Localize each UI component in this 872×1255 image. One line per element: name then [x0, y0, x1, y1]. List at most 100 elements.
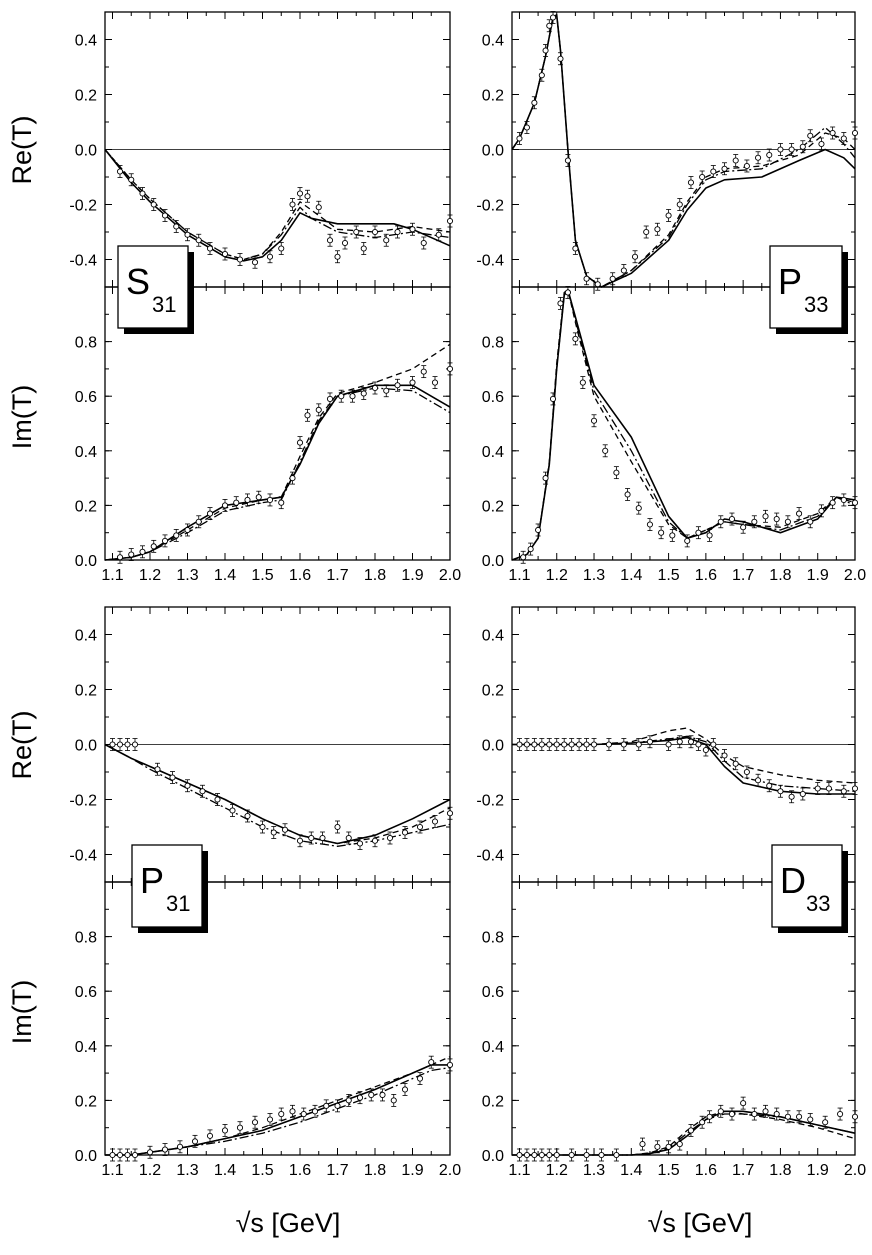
x-tick-label: 1.2	[546, 567, 568, 584]
re-data-point	[296, 837, 304, 844]
im-data-point	[669, 532, 676, 539]
im-data-point	[728, 1111, 736, 1118]
wave-letter: D	[780, 860, 806, 901]
re-data-point	[687, 179, 695, 186]
im-data-point	[613, 469, 620, 476]
im-data-point	[356, 1094, 364, 1101]
re-data-point	[236, 256, 244, 263]
re-curve-solid	[104, 149, 451, 262]
re-data-point	[687, 738, 695, 745]
re-data-point	[576, 741, 583, 748]
im-data-point	[549, 395, 557, 402]
im-data-point	[368, 1091, 375, 1098]
re-data-point	[814, 785, 821, 792]
re-data-point	[549, 14, 557, 21]
re-data-point	[710, 168, 717, 175]
re-data-point	[799, 790, 806, 798]
im-data-point	[383, 387, 390, 394]
x-tick-label: 1.2	[139, 567, 161, 584]
x-tick-label: 1.5	[251, 1162, 273, 1179]
im-data-point	[116, 1151, 124, 1159]
x-tick-label: 1.4	[620, 1162, 642, 1179]
y-tick-label: 0.8	[482, 930, 504, 947]
y-tick-label: 0.2	[482, 1093, 504, 1110]
im-data-point	[807, 518, 814, 525]
re-data-point	[702, 746, 709, 754]
y-tick-label: 0.0	[482, 553, 504, 570]
re-data-point	[319, 834, 326, 842]
re-data-point	[356, 840, 364, 847]
im-data-point	[146, 1149, 154, 1156]
im-data-point	[233, 499, 240, 506]
im-data-point	[206, 1132, 214, 1139]
re-data-point	[371, 228, 379, 236]
re-data-point	[221, 250, 229, 258]
y-tick-label: 0.4	[75, 1039, 97, 1056]
x-axis-title-right: √s [GeV]	[648, 1208, 753, 1238]
partial-wave-label-3: D33	[771, 844, 848, 933]
y-tick-label: 0.6	[482, 984, 504, 1001]
y-tick-label: 0.4	[482, 1039, 504, 1056]
y-tick-label: 0.6	[482, 389, 504, 406]
x-tick-label: 2.0	[439, 1162, 461, 1179]
im-data-point	[553, 1151, 560, 1159]
im-data-point	[431, 379, 439, 386]
re-data-point	[516, 741, 523, 748]
x-tick-label: 1.5	[251, 567, 273, 584]
re-data-point	[334, 823, 341, 831]
re-data-point	[523, 124, 530, 131]
re-data-point	[631, 253, 639, 260]
im-data-point	[124, 1151, 131, 1159]
re-data-point	[594, 281, 601, 288]
re-data-point	[184, 782, 191, 789]
re-data-point	[304, 193, 311, 200]
re-data-point	[214, 796, 221, 803]
re-data-point	[665, 212, 672, 219]
re-data-point	[334, 253, 341, 260]
re-data-point	[777, 146, 784, 153]
im-data-point	[323, 1102, 330, 1109]
x-tick-label: 1.3	[583, 567, 605, 584]
y-tick-label: 0.2	[75, 683, 97, 700]
im-data-point	[728, 516, 736, 523]
im-data-point	[751, 1111, 758, 1118]
im-data-point	[251, 1119, 259, 1126]
im-curve-solid	[105, 1064, 450, 1156]
im-data-point	[583, 1151, 590, 1159]
im-data-point	[564, 289, 571, 296]
im-curve-dashdot	[512, 1113, 856, 1156]
im-data-point	[334, 1102, 341, 1109]
re-data-point	[281, 826, 289, 833]
im-data-point	[706, 1113, 713, 1120]
re-data-point	[296, 190, 304, 197]
panel-3-im: 1.1 1.2 1.3 1.4 1.5 1.6 1.7 1.8 1.9 2.0 0.8 0.6 0.4 0…	[482, 881, 866, 1179]
im-data-point	[349, 393, 356, 400]
y-tick-label: -0.2	[476, 793, 504, 810]
re-data-point	[755, 777, 762, 784]
re-data-point	[371, 837, 379, 844]
y-tick-label: 0.0	[75, 1148, 97, 1165]
im-data-point	[150, 543, 157, 550]
re-data-point	[546, 22, 553, 29]
re-data-point	[199, 788, 206, 795]
x-tick-label: 2.0	[844, 567, 866, 584]
panel-2-im: 1.1 1.2 1.3 1.4 1.5 1.6 1.7 1.8 1.9 2.0 0.8 0.6 0.4 0…	[75, 881, 461, 1179]
x-tick-label: 1.8	[364, 567, 386, 584]
y-tick-label: 0.2	[75, 1093, 97, 1110]
re-data-point	[124, 741, 131, 748]
y-tick-label: 0.0	[482, 1148, 504, 1165]
wave-subscript: 33	[806, 891, 830, 916]
re-data-point	[635, 741, 642, 748]
im-data-point	[822, 1119, 829, 1126]
im-data-point	[658, 529, 665, 536]
label-box	[769, 245, 843, 329]
re-data-point	[538, 72, 545, 79]
im-data-point	[639, 1141, 646, 1148]
im-curve-solid	[104, 384, 451, 561]
im-data-point	[717, 1108, 724, 1115]
im-data-point	[706, 532, 713, 539]
im-data-point	[602, 447, 609, 454]
re-data-point	[646, 738, 653, 745]
re-data-point	[609, 275, 616, 282]
